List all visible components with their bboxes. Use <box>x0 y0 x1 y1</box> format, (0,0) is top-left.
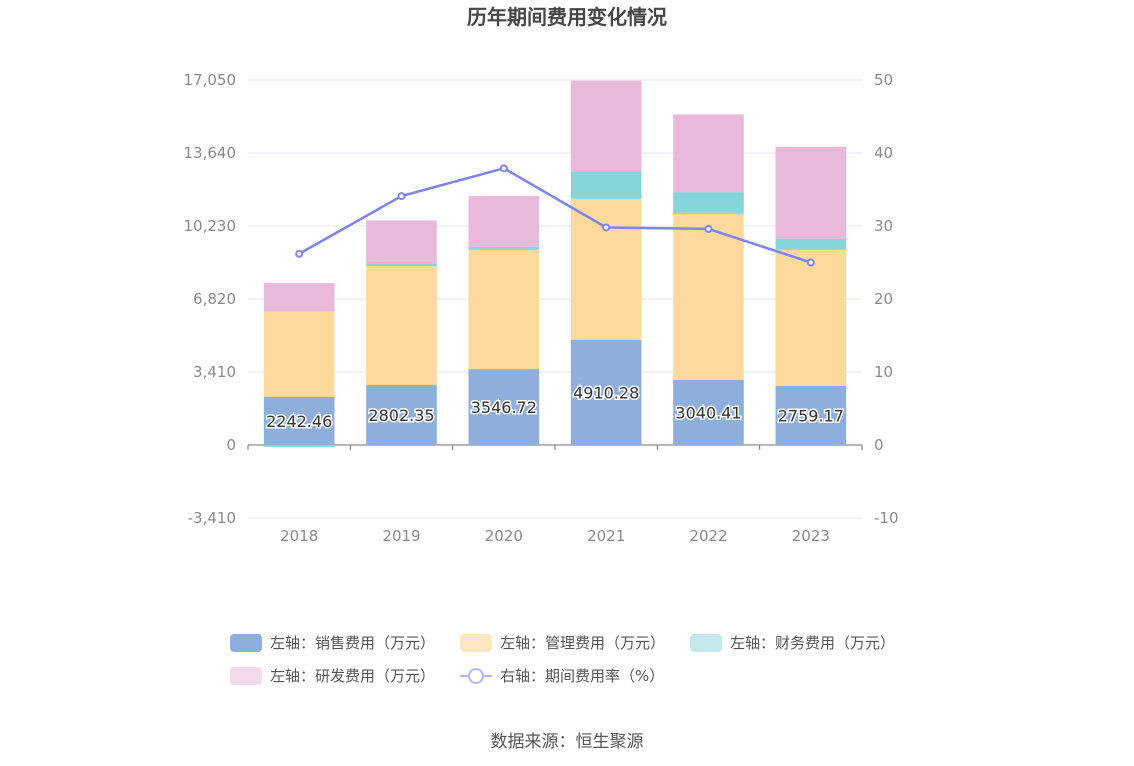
y-left-tick-label: 0 <box>226 436 236 454</box>
y-right-tick-label: 10 <box>874 363 893 381</box>
rate-point <box>295 249 304 258</box>
legend-swatch <box>460 634 492 652</box>
y-left-tick-label: 10,230 <box>184 217 237 235</box>
data-label: 2759.17 <box>778 406 844 425</box>
data-label: 3040.41 <box>675 403 741 422</box>
labels-layer: 2242.46 2802.35 3546.72 4910.28 3040.41 2759.… <box>265 382 846 433</box>
legend-item: 左轴：研发费用（万元） <box>230 667 435 685</box>
bar-segment <box>263 396 335 445</box>
bar-segment <box>263 445 335 447</box>
y-left-tick-label: 3,410 <box>193 363 236 381</box>
line-layer <box>295 164 815 267</box>
bar-segment <box>673 192 744 214</box>
bar-segment <box>263 311 335 397</box>
bar-segment <box>775 146 847 239</box>
rate-line <box>298 166 812 264</box>
bar-segment <box>366 263 437 266</box>
source-note: 数据来源：恒生聚源 <box>491 732 644 752</box>
rate-point <box>602 223 611 232</box>
chart-title: 历年期间费用变化情况 <box>467 5 667 29</box>
legend-label: 左轴：销售费用（万元） <box>270 634 435 652</box>
x-tick-label: 2019 <box>382 527 420 545</box>
x-tick-label: 2022 <box>689 527 727 545</box>
bar-segment <box>775 385 847 445</box>
y-right-tick-label: 20 <box>874 290 893 308</box>
bars-layer <box>263 80 847 447</box>
bar-segment <box>570 80 642 172</box>
rate-point <box>397 192 406 201</box>
legend-label: 右轴：期间费用率（%） <box>500 667 664 685</box>
data-label: 2242.46 <box>266 412 332 431</box>
legend-label: 左轴：研发费用（万元） <box>270 667 435 685</box>
legend-label: 左轴：管理费用（万元） <box>500 634 665 652</box>
rate-point <box>806 258 815 267</box>
bar-segment <box>468 246 540 250</box>
legend-item: 左轴：销售费用（万元） <box>230 634 435 652</box>
bar-segment <box>468 369 540 445</box>
x-tick-label: 2023 <box>792 527 830 545</box>
bar-segment <box>366 265 437 386</box>
x-tick-label: 2020 <box>485 527 523 545</box>
legend-swatch <box>230 634 262 652</box>
y-left-tick-label: -3,410 <box>188 509 236 527</box>
data-label: 4910.28 <box>573 383 639 402</box>
legend-swatch <box>690 634 722 652</box>
x-tick-label: 2018 <box>280 527 318 545</box>
legend: 左轴：销售费用（万元） 左轴：管理费用（万元） 左轴：财务费用（万元） 左轴：研发费用… <box>230 634 895 685</box>
bar-segment <box>263 283 335 312</box>
bar-segment <box>468 249 540 370</box>
y-left-tick-label: 6,820 <box>193 290 236 308</box>
grid-layer: -3,410 -10 0 0 3,410 10 6,820 20 10,230 30 13,640 4… <box>184 71 899 545</box>
legend-item: 左轴：管理费用（万元） <box>460 634 665 652</box>
bar-segment <box>570 171 642 199</box>
y-right-tick-label: 30 <box>874 217 893 235</box>
bar-segment <box>570 339 642 445</box>
bar-segment <box>673 379 744 445</box>
y-left-tick-label: 17,050 <box>184 71 237 89</box>
y-right-tick-label: 50 <box>874 71 893 89</box>
bar-segment <box>775 238 847 250</box>
data-label: 2802.35 <box>368 406 434 425</box>
data-label: 3546.72 <box>471 398 537 417</box>
rate-point <box>499 164 508 173</box>
legend-item: 右轴：期间费用率（%） <box>460 667 664 685</box>
y-right-tick-label: -10 <box>874 509 899 527</box>
bar-segment <box>673 213 744 380</box>
legend-label: 左轴：财务费用（万元） <box>730 634 895 652</box>
y-right-tick-label: 0 <box>874 436 884 454</box>
bar-segment <box>570 198 642 340</box>
rate-point <box>704 224 713 233</box>
y-right-tick-label: 40 <box>874 144 893 162</box>
legend-marker <box>468 668 484 684</box>
legend-item: 左轴：财务费用（万元） <box>690 634 895 652</box>
bar-segment <box>366 220 437 264</box>
x-tick-label: 2021 <box>587 527 625 545</box>
bar-segment <box>366 385 437 445</box>
legend-swatch <box>230 667 262 685</box>
bar-segment <box>468 195 540 247</box>
bar-segment <box>673 114 744 193</box>
y-left-tick-label: 13,640 <box>184 144 237 162</box>
bar-segment <box>775 249 847 386</box>
